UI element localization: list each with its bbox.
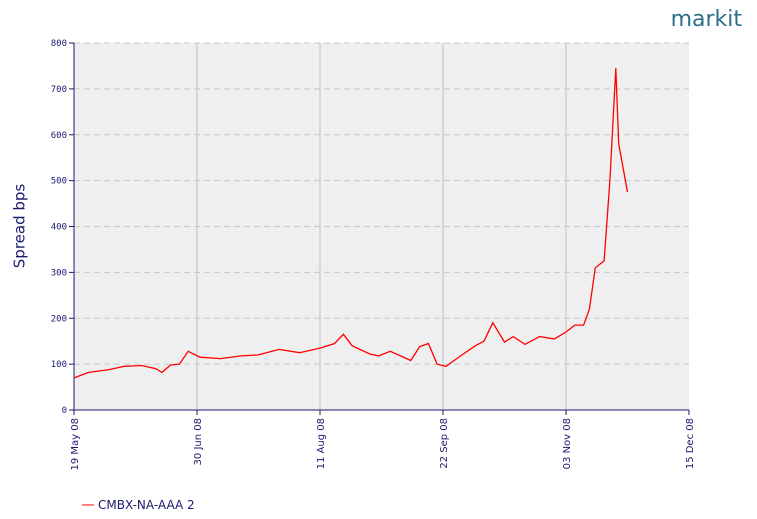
x-tick-label: 19 May 08 (70, 418, 81, 470)
y-tick-label: 700 (51, 85, 67, 95)
y-tick-label: 100 (51, 360, 67, 370)
y-tick-label: 600 (51, 131, 67, 141)
data-line (73, 68, 629, 379)
y-tick-label: 300 (51, 268, 67, 278)
x-tick-label: 03 Nov 08 (562, 418, 573, 469)
y-tick-label: 0 (62, 406, 67, 416)
y-tick-label: 200 (51, 314, 67, 324)
legend-label: CMBX-NA-AAA 2 (98, 498, 195, 512)
x-tick-label: 22 Sep 08 (439, 418, 450, 469)
x-tick-label: 15 Dec 08 (685, 418, 696, 469)
y-tick-label: 500 (51, 177, 67, 187)
x-tick-label: 30 Jun 08 (193, 418, 204, 465)
x-tick-label: 11 Aug 08 (316, 418, 327, 469)
y-axis-label: Spread bps (11, 184, 29, 269)
y-tick-label: 400 (51, 223, 67, 233)
y-tick-label: 800 (51, 39, 67, 49)
logo: markit (671, 7, 743, 32)
